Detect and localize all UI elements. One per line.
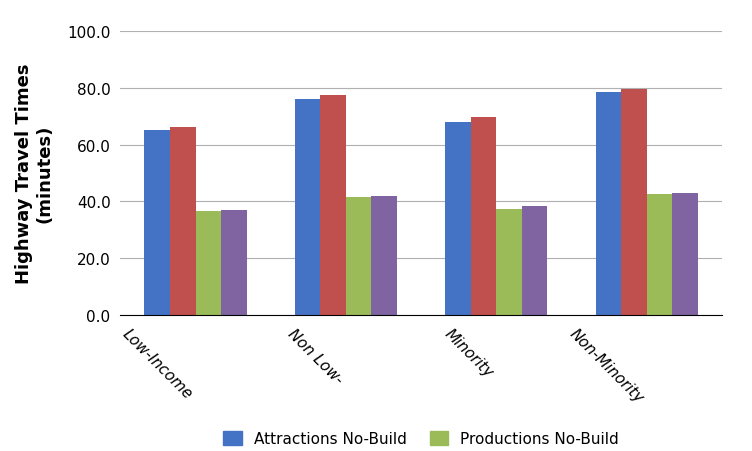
Y-axis label: Highway Travel Times
(minutes): Highway Travel Times (minutes) xyxy=(14,64,53,284)
Bar xyxy=(170,128,196,316)
Bar xyxy=(522,206,547,316)
Bar xyxy=(621,90,647,316)
Bar xyxy=(221,211,247,316)
Legend: Attractions No-Build, Attractions Build, Productions No-Build, Productions Build: Attractions No-Build, Attractions Build,… xyxy=(223,431,619,451)
Bar xyxy=(496,209,522,316)
Bar xyxy=(196,212,221,316)
Bar xyxy=(672,193,698,316)
Bar xyxy=(144,131,170,316)
Bar xyxy=(371,196,397,316)
Bar xyxy=(647,195,672,316)
Bar xyxy=(445,123,471,316)
Bar xyxy=(295,100,320,316)
Bar xyxy=(346,198,371,316)
Bar xyxy=(471,118,496,316)
Bar xyxy=(596,92,621,316)
Bar xyxy=(320,96,346,316)
